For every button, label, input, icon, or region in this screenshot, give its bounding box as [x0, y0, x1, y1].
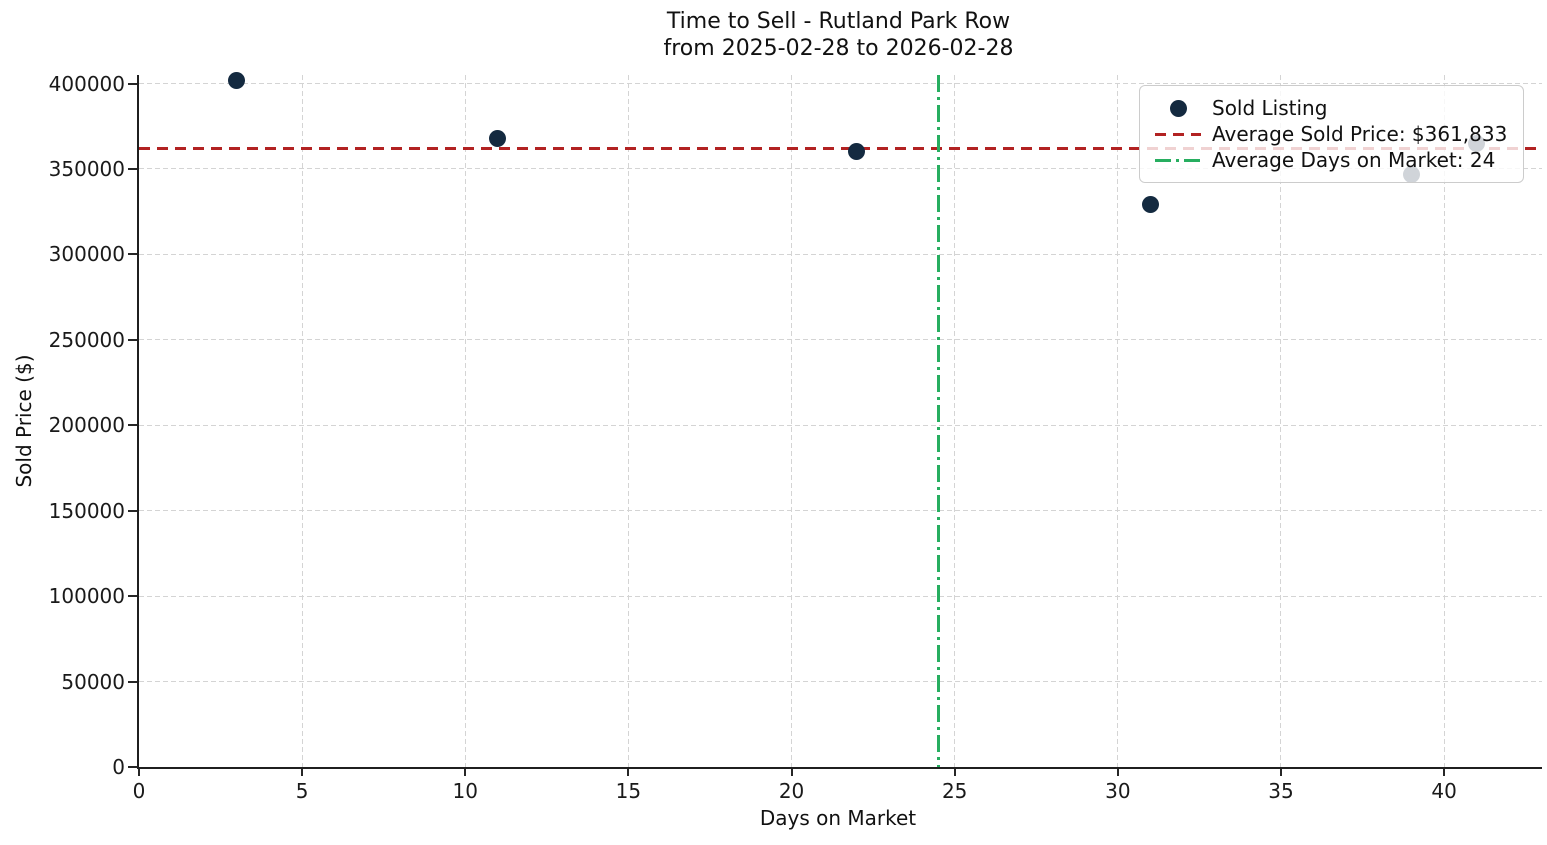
x-tick-mark — [138, 769, 140, 776]
avg-sold-price-line — [139, 147, 1542, 151]
y-tick-mark — [128, 766, 137, 768]
x-gridline — [1280, 75, 1282, 767]
data-point — [848, 143, 866, 161]
legend-label: Average Sold Price: $361,833 — [1212, 122, 1508, 146]
y-tick-mark — [128, 680, 137, 683]
plot-area: Sold Listing Average Sold Price: $361,83… — [49, 71, 1542, 803]
y-tick-mark — [128, 595, 137, 598]
y-gridline — [139, 339, 1542, 341]
x-gridline — [1117, 75, 1119, 767]
x-tick-label: 0 — [132, 779, 146, 803]
x-gridline — [464, 75, 466, 767]
y-tick-label: 0 — [112, 755, 125, 779]
x-tick-label: 5 — [295, 779, 309, 803]
y-gridline — [139, 168, 1542, 170]
legend-label: Sold Listing — [1212, 96, 1328, 120]
y-tick-label: 200000 — [48, 413, 125, 438]
data-point — [228, 71, 246, 89]
x-gridline — [627, 75, 629, 767]
x-gridline — [791, 75, 793, 767]
data-point — [489, 129, 507, 147]
y-tick-mark — [128, 338, 137, 341]
x-tick-mark — [627, 769, 630, 776]
y-tick-mark — [128, 424, 137, 427]
y-tick-mark — [128, 253, 137, 256]
y-gridline — [139, 595, 1542, 597]
x-tick-mark — [953, 769, 956, 776]
x-tick-label: 15 — [615, 779, 642, 803]
legend-item-sold-listing: Sold Listing — [1152, 95, 1511, 121]
x-tick-label: 10 — [452, 779, 478, 803]
x-tick-mark — [790, 769, 793, 776]
legend-item-avg-sold-price: Average Sold Price: $361,833 — [1152, 121, 1511, 147]
x-gridline — [954, 75, 956, 767]
x-tick-mark — [1116, 769, 1119, 776]
x-tick-label: 25 — [941, 779, 968, 803]
x-tick-label: 35 — [1268, 779, 1294, 803]
legend-item-avg-days: Average Days on Market: 24 — [1152, 147, 1511, 173]
x-gridline — [301, 75, 303, 767]
y-gridline — [139, 253, 1542, 255]
x-tick-label: 20 — [778, 779, 805, 803]
sold-listing-marker-icon — [1169, 99, 1187, 117]
y-tick-label: 100000 — [48, 584, 125, 609]
x-gridline — [1443, 75, 1445, 767]
y-tick-mark — [128, 82, 137, 85]
chart-title: Time to Sell - Rutland Park Row — [666, 9, 1011, 34]
data-point — [1141, 196, 1159, 214]
x-tick-mark — [1443, 769, 1446, 776]
y-gridline — [139, 510, 1542, 512]
chart-title-block: Time to Sell - Rutland Park Row from 202… — [137, 8, 1540, 62]
y-gridline — [139, 424, 1542, 426]
y-tick-label: 150000 — [48, 498, 125, 523]
legend-label: Average Days on Market: 24 — [1212, 148, 1496, 172]
avg-days-on-market-line — [936, 75, 940, 767]
y-tick-label: 350000 — [48, 156, 125, 181]
x-tick-mark — [464, 769, 467, 776]
x-axis-label: Days on Market — [759, 806, 917, 830]
y-tick-label: 400000 — [48, 71, 125, 96]
x-tick-label: 40 — [1431, 779, 1457, 803]
y-tick-mark — [128, 167, 137, 170]
y-tick-label: 50000 — [61, 669, 125, 694]
chart-subtitle: from 2025-02-28 to 2026-02-28 — [663, 36, 1014, 61]
y-tick-label: 250000 — [48, 327, 125, 352]
y-tick-label: 300000 — [48, 242, 125, 267]
y-tick-mark — [128, 509, 137, 512]
x-tick-label: 30 — [1105, 779, 1131, 803]
y-gridline — [139, 83, 1542, 85]
y-gridline — [139, 681, 1542, 683]
x-tick-mark — [301, 769, 304, 776]
avg-days-line-icon — [1155, 158, 1201, 162]
avg-price-line-icon — [1155, 132, 1201, 136]
x-tick-mark — [1279, 769, 1282, 776]
legend: Sold Listing Average Sold Price: $361,83… — [1139, 85, 1524, 183]
